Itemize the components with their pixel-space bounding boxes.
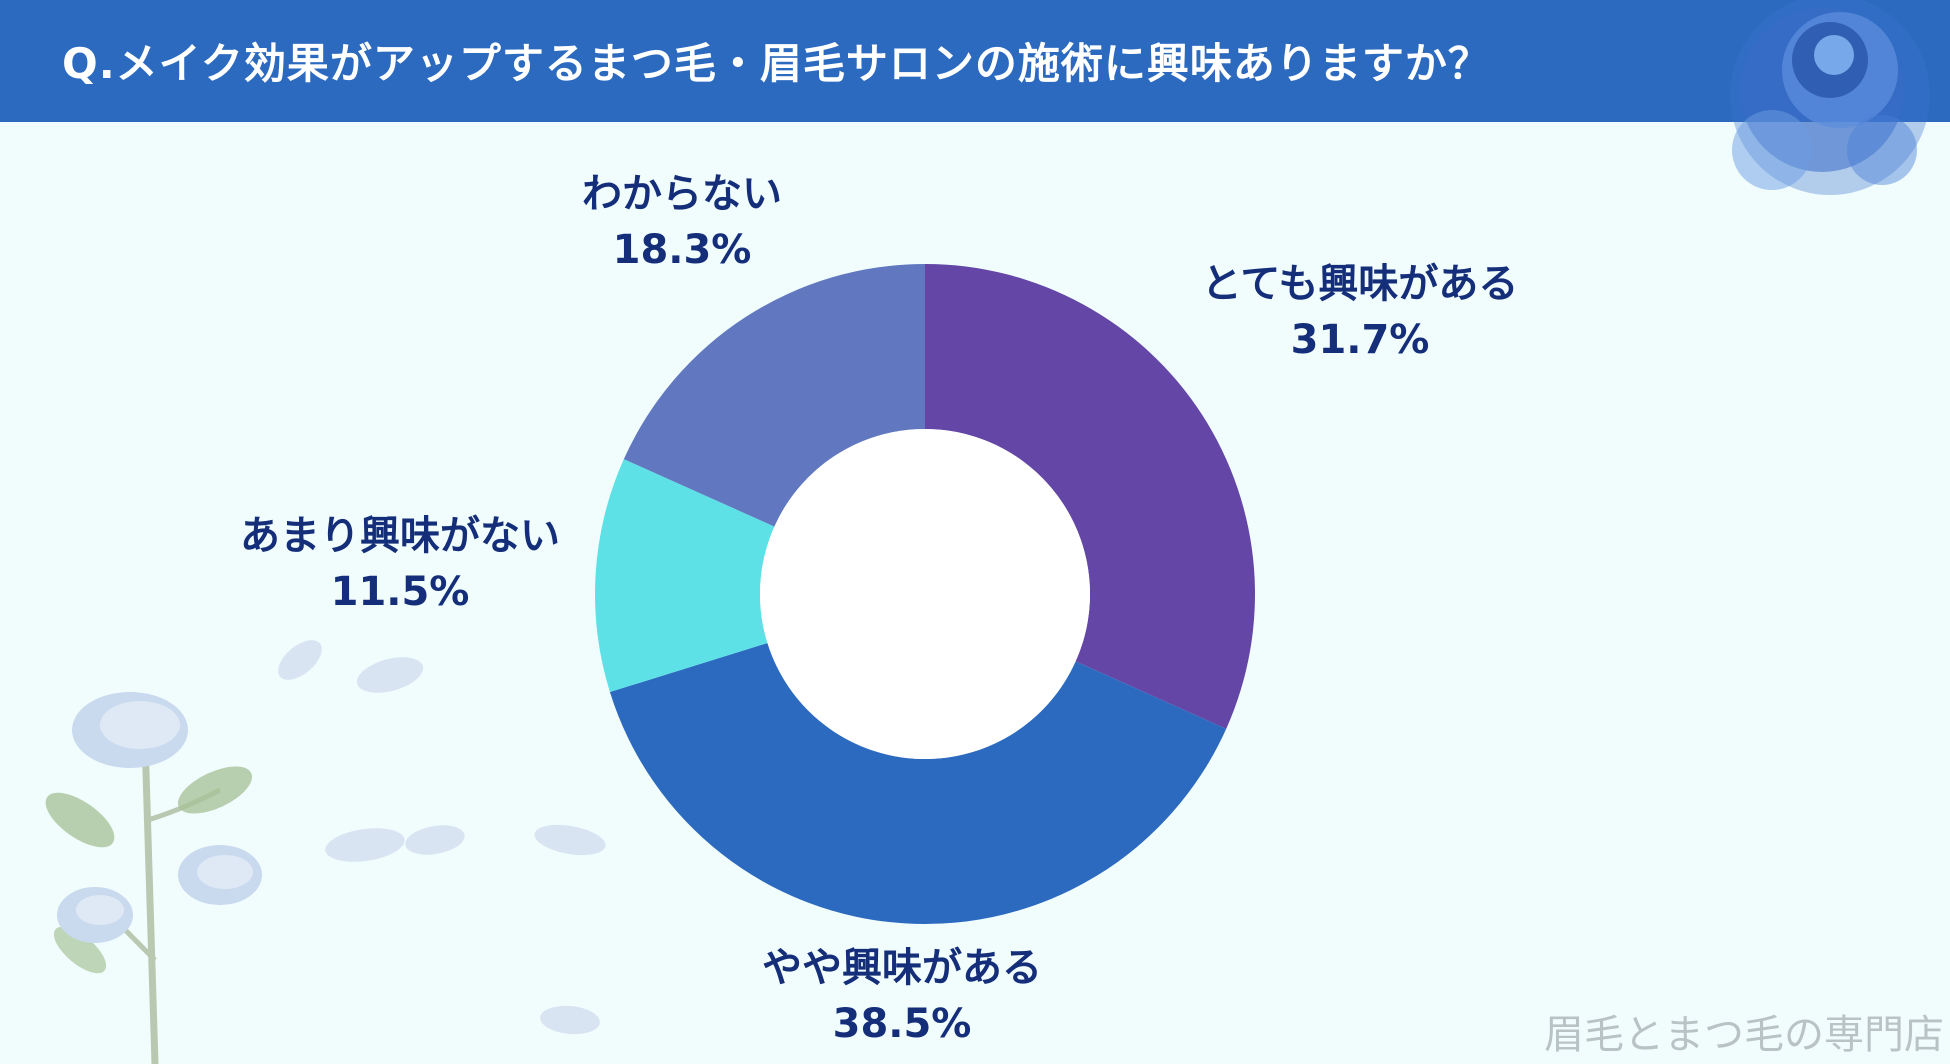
watermark: 眉毛とまつ毛の専門店 (1544, 1012, 1944, 1058)
slice-0-category-label: とても興味がある (1201, 261, 1519, 307)
blue-rose-icon (1730, 0, 1930, 195)
header-bar: Q.メイク効果がアップするまつ毛・眉毛サロンの施術に興味ありますか？ (0, 0, 1950, 122)
donut-slice-0 (925, 264, 1255, 729)
donut-slice-3 (623, 264, 925, 527)
donut-slice-1 (609, 643, 1227, 924)
label-slice-3: わからない 18.3% (582, 166, 782, 278)
label-slice-2: あまり興味がない 11.5% (240, 508, 560, 620)
label-slice-1: やや興味がある 38.5% (762, 940, 1042, 1052)
slice-3-value-label: 18.3% (612, 227, 752, 273)
donut-slice-2 (595, 459, 775, 693)
page-title: Q.メイク効果がアップするまつ毛・眉毛サロンの施術に興味ありますか？ (62, 39, 1491, 88)
slice-1-value-label: 38.5% (832, 1001, 972, 1047)
donut-hole (760, 429, 1090, 759)
slice-2-value-label: 11.5% (330, 569, 470, 615)
slice-3-category-label: わからない (582, 171, 782, 217)
rose-branch-icon (45, 692, 262, 1064)
slice-2-category-label: あまり興味がない (240, 513, 560, 559)
petal-icon (278, 640, 606, 1035)
slice-0-value-label: 31.7% (1290, 317, 1430, 363)
slice-1-category-label: やや興味がある (762, 945, 1042, 991)
label-slice-0: とても興味がある 31.7% (1202, 256, 1519, 368)
